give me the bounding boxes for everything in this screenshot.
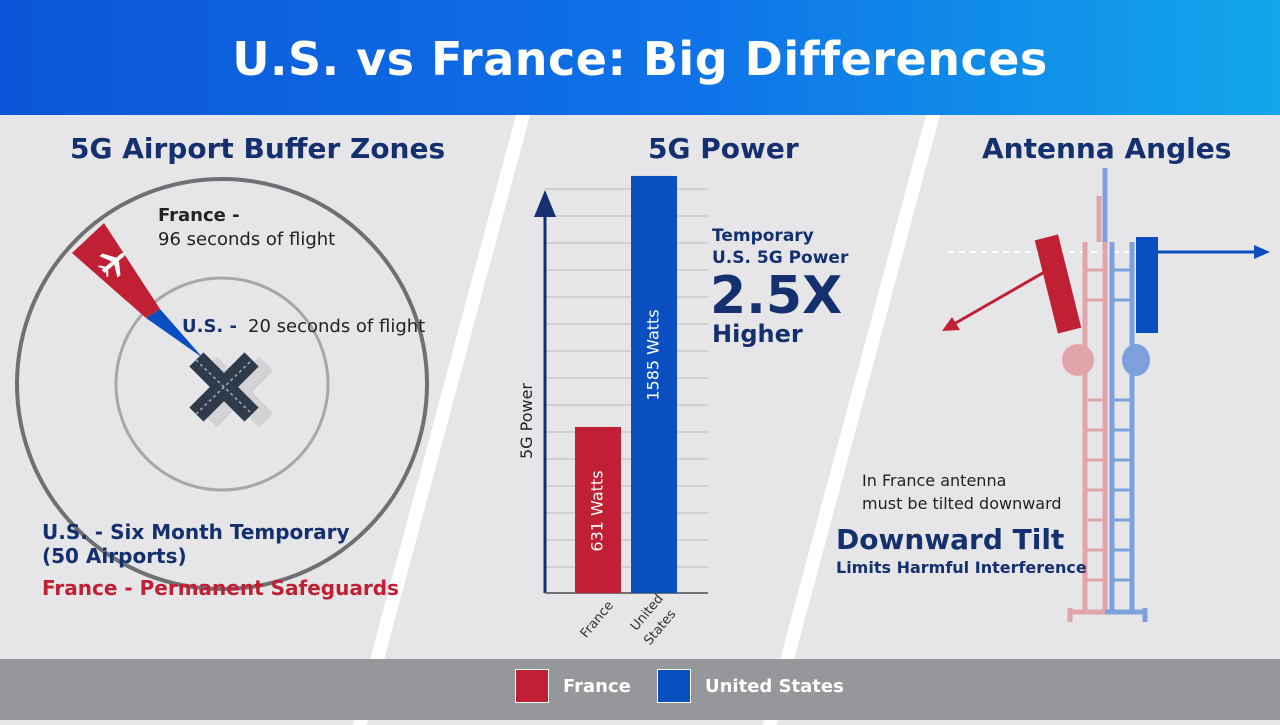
antenna-note-line2: must be tilted downward (862, 494, 1062, 513)
france-tower-rungs (1085, 268, 1105, 582)
legend-item-france: France (515, 668, 631, 704)
callout-line1: Temporary (712, 226, 814, 246)
page-title: U.S. vs France: Big Differences (232, 32, 1048, 86)
france-policy: France - Permanent Safeguards (42, 576, 399, 600)
france-zone-label: France - (158, 205, 240, 226)
us-tower (1102, 168, 1148, 622)
antenna-headline: Downward Tilt (836, 523, 1065, 556)
legend-swatch-united-states (657, 669, 691, 703)
callout-line2: U.S. 5G Power (712, 248, 849, 268)
france-antenna-panel (1034, 234, 1082, 334)
us-policy-line2: (50 Airports) (42, 544, 187, 568)
legend-bar (0, 659, 1280, 720)
buffer-section-title: 5G Airport Buffer Zones (70, 132, 446, 165)
dish-france (1062, 344, 1094, 376)
antenna-section-title: Antenna Angles (982, 132, 1232, 165)
callout-multiplier: 2.5X (710, 266, 843, 326)
us-zone-circle (114, 276, 330, 492)
legend-item-united-states: United States (657, 668, 844, 704)
us-zone-label: U.S. - (182, 316, 237, 337)
us-tower-rungs (1112, 268, 1132, 582)
bar-united-states (631, 175, 677, 593)
bar-value-label: 1585 Watts (644, 309, 663, 400)
bar-value-label: 631 Watts (588, 470, 607, 551)
power-section-title: 5G Power (648, 132, 799, 165)
us-policy-line1: U.S. - Six Month Temporary (42, 520, 350, 544)
bar-france (575, 426, 621, 593)
antenna-note-line1: In France antenna (862, 471, 1007, 490)
runway-icon (189, 352, 259, 422)
france-zone-duration: 96 seconds of flight (158, 229, 336, 250)
legend-swatch-france (515, 669, 549, 703)
legend-label-united-states: United States (705, 675, 844, 697)
france-zone-circle (15, 177, 429, 591)
y-axis-label: 5G Power (517, 383, 536, 459)
y-axis-arrow (534, 190, 556, 217)
header-banner: U.S. vs France: Big Differences (0, 0, 1280, 115)
france-signal-arrow (953, 268, 1049, 326)
callout-line3: Higher (712, 320, 803, 348)
antenna-subline: Limits Harmful Interference (836, 558, 1087, 577)
us-zone-duration: 20 seconds of flight (248, 316, 426, 337)
legend-label-france: France (563, 675, 631, 697)
us-buffer-wedge (146, 309, 203, 358)
us-antenna-panel (1136, 237, 1158, 333)
dish-us (1122, 344, 1150, 376)
airplane-icon (97, 252, 126, 278)
